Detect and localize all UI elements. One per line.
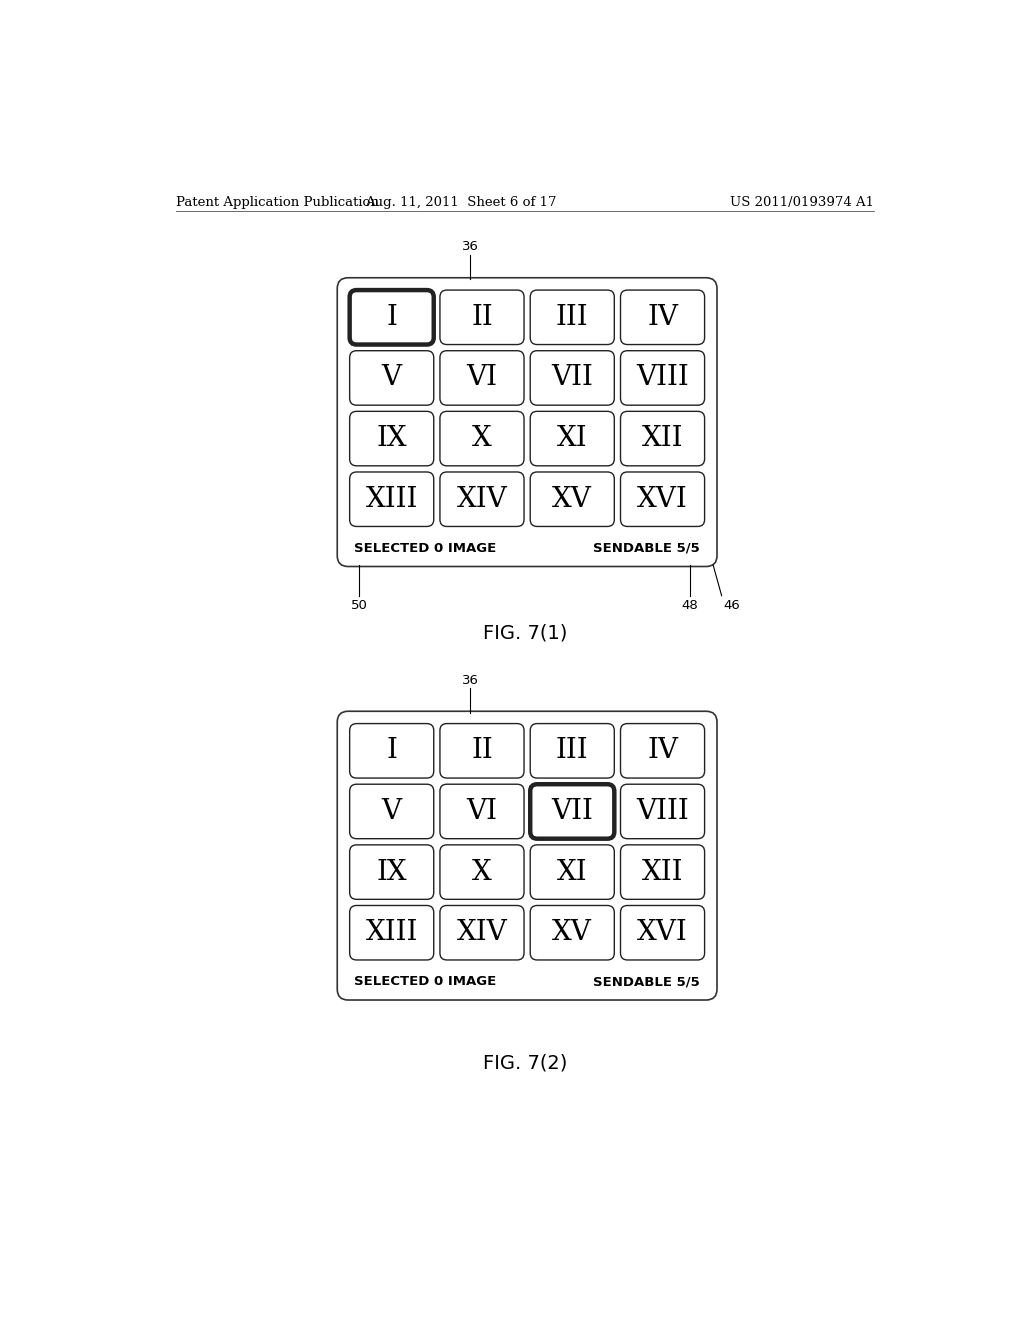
- Text: XIV: XIV: [457, 919, 507, 946]
- FancyBboxPatch shape: [530, 290, 614, 345]
- FancyBboxPatch shape: [530, 351, 614, 405]
- FancyBboxPatch shape: [440, 351, 524, 405]
- Text: XII: XII: [642, 425, 683, 451]
- Text: III: III: [556, 738, 589, 764]
- Text: XV: XV: [552, 486, 592, 512]
- Text: X: X: [472, 425, 492, 451]
- FancyBboxPatch shape: [349, 784, 434, 838]
- FancyBboxPatch shape: [440, 784, 524, 838]
- Text: FIG. 7(2): FIG. 7(2): [482, 1053, 567, 1073]
- Text: I: I: [386, 304, 397, 331]
- FancyBboxPatch shape: [337, 277, 717, 566]
- Text: XIV: XIV: [457, 486, 507, 512]
- FancyBboxPatch shape: [440, 412, 524, 466]
- Text: SENDABLE 5/5: SENDABLE 5/5: [593, 541, 700, 554]
- Text: X: X: [472, 858, 492, 886]
- FancyBboxPatch shape: [621, 845, 705, 899]
- FancyBboxPatch shape: [530, 473, 614, 527]
- Text: SELECTED 0 IMAGE: SELECTED 0 IMAGE: [354, 541, 497, 554]
- Text: 46: 46: [723, 599, 740, 612]
- FancyBboxPatch shape: [440, 290, 524, 345]
- Text: FIG. 7(1): FIG. 7(1): [482, 624, 567, 643]
- FancyBboxPatch shape: [530, 723, 614, 777]
- Text: V: V: [382, 364, 401, 392]
- FancyBboxPatch shape: [530, 845, 614, 899]
- Text: US 2011/0193974 A1: US 2011/0193974 A1: [729, 195, 873, 209]
- Text: VIII: VIII: [636, 799, 689, 825]
- FancyBboxPatch shape: [621, 784, 705, 838]
- FancyBboxPatch shape: [621, 906, 705, 960]
- Text: XVI: XVI: [637, 486, 688, 512]
- Text: VIII: VIII: [636, 364, 689, 392]
- Text: III: III: [556, 304, 589, 331]
- Text: I: I: [386, 738, 397, 764]
- FancyBboxPatch shape: [440, 723, 524, 777]
- Text: II: II: [471, 304, 493, 331]
- Text: IV: IV: [647, 304, 678, 331]
- FancyBboxPatch shape: [440, 845, 524, 899]
- Text: XV: XV: [552, 919, 592, 946]
- Text: Aug. 11, 2011  Sheet 6 of 17: Aug. 11, 2011 Sheet 6 of 17: [366, 195, 557, 209]
- FancyBboxPatch shape: [349, 290, 434, 345]
- FancyBboxPatch shape: [337, 711, 717, 1001]
- FancyBboxPatch shape: [440, 473, 524, 527]
- Text: XI: XI: [557, 858, 588, 886]
- FancyBboxPatch shape: [349, 906, 434, 960]
- Text: XVI: XVI: [637, 919, 688, 946]
- FancyBboxPatch shape: [621, 412, 705, 466]
- Text: VII: VII: [551, 364, 593, 392]
- Text: 36: 36: [462, 240, 478, 253]
- FancyBboxPatch shape: [621, 351, 705, 405]
- Text: IV: IV: [647, 738, 678, 764]
- FancyBboxPatch shape: [621, 723, 705, 777]
- FancyBboxPatch shape: [349, 412, 434, 466]
- Text: 50: 50: [350, 599, 368, 612]
- Text: VI: VI: [467, 364, 498, 392]
- Text: XI: XI: [557, 425, 588, 451]
- FancyBboxPatch shape: [349, 723, 434, 777]
- Text: SENDABLE 5/5: SENDABLE 5/5: [593, 975, 700, 989]
- Text: V: V: [382, 799, 401, 825]
- FancyBboxPatch shape: [530, 784, 614, 838]
- Text: II: II: [471, 738, 493, 764]
- Text: XII: XII: [642, 858, 683, 886]
- FancyBboxPatch shape: [349, 351, 434, 405]
- Text: XIII: XIII: [366, 486, 418, 512]
- FancyBboxPatch shape: [349, 473, 434, 527]
- Text: 48: 48: [682, 599, 698, 612]
- FancyBboxPatch shape: [440, 906, 524, 960]
- FancyBboxPatch shape: [349, 845, 434, 899]
- FancyBboxPatch shape: [621, 473, 705, 527]
- Text: IX: IX: [377, 425, 407, 451]
- Text: Patent Application Publication: Patent Application Publication: [176, 195, 379, 209]
- Text: VII: VII: [551, 799, 593, 825]
- FancyBboxPatch shape: [530, 412, 614, 466]
- Text: 36: 36: [462, 673, 478, 686]
- Text: VI: VI: [467, 799, 498, 825]
- FancyBboxPatch shape: [530, 906, 614, 960]
- Text: XIII: XIII: [366, 919, 418, 946]
- Text: SELECTED 0 IMAGE: SELECTED 0 IMAGE: [354, 975, 497, 989]
- Text: IX: IX: [377, 858, 407, 886]
- FancyBboxPatch shape: [621, 290, 705, 345]
